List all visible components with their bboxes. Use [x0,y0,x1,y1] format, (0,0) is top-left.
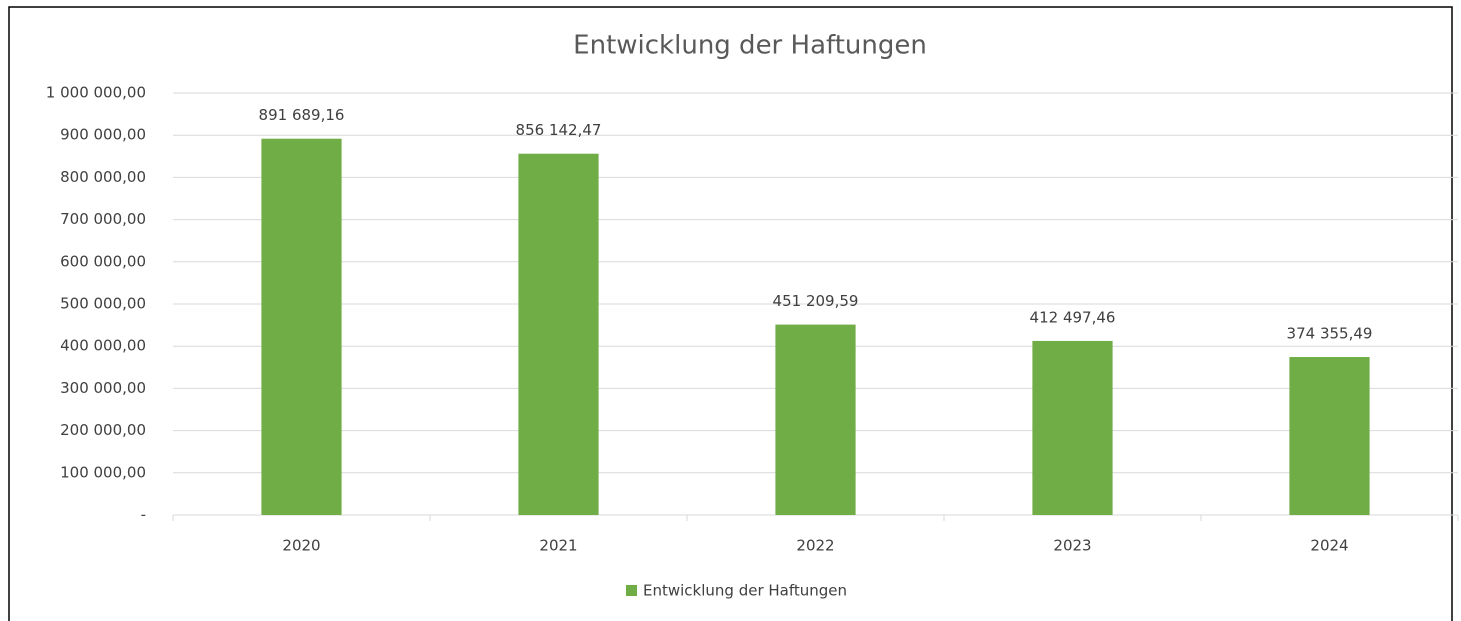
data-label: 412 497,46 [1030,308,1116,326]
legend-label: Entwicklung der Haftungen [643,582,847,600]
legend-swatch [626,585,637,596]
x-tick-label: 2022 [796,537,834,555]
y-tick-label: 900 000,00 [60,126,146,144]
data-label: 891 689,16 [259,106,345,124]
x-tick-label: 2021 [539,537,577,555]
bar [1032,340,1113,515]
y-tick-label: 800 000,00 [60,168,146,186]
data-label: 451 209,59 [773,292,859,310]
x-tick-label: 2024 [1310,537,1348,555]
x-tick-label: 2023 [1053,537,1091,555]
chart-title: Entwicklung der Haftungen [573,31,927,61]
x-tick-label: 2020 [282,537,320,555]
y-tick-label: 400 000,00 [60,337,146,355]
data-label: 374 355,49 [1287,325,1373,343]
bar [261,138,342,516]
chart-frame [8,6,1453,621]
y-tick-label: 300 000,00 [60,379,146,397]
bar [1289,357,1370,515]
bar [775,324,856,515]
y-tick-label: 100 000,00 [60,463,146,481]
bar [518,153,599,515]
y-tick-label: 700 000,00 [60,210,146,228]
y-tick-label: - [141,506,146,524]
y-tick-label: 1 000 000,00 [46,84,146,102]
y-tick-label: 500 000,00 [60,295,146,313]
y-tick-label: 200 000,00 [60,421,146,439]
y-tick-label: 600 000,00 [60,252,146,270]
data-label: 856 142,47 [516,121,602,139]
